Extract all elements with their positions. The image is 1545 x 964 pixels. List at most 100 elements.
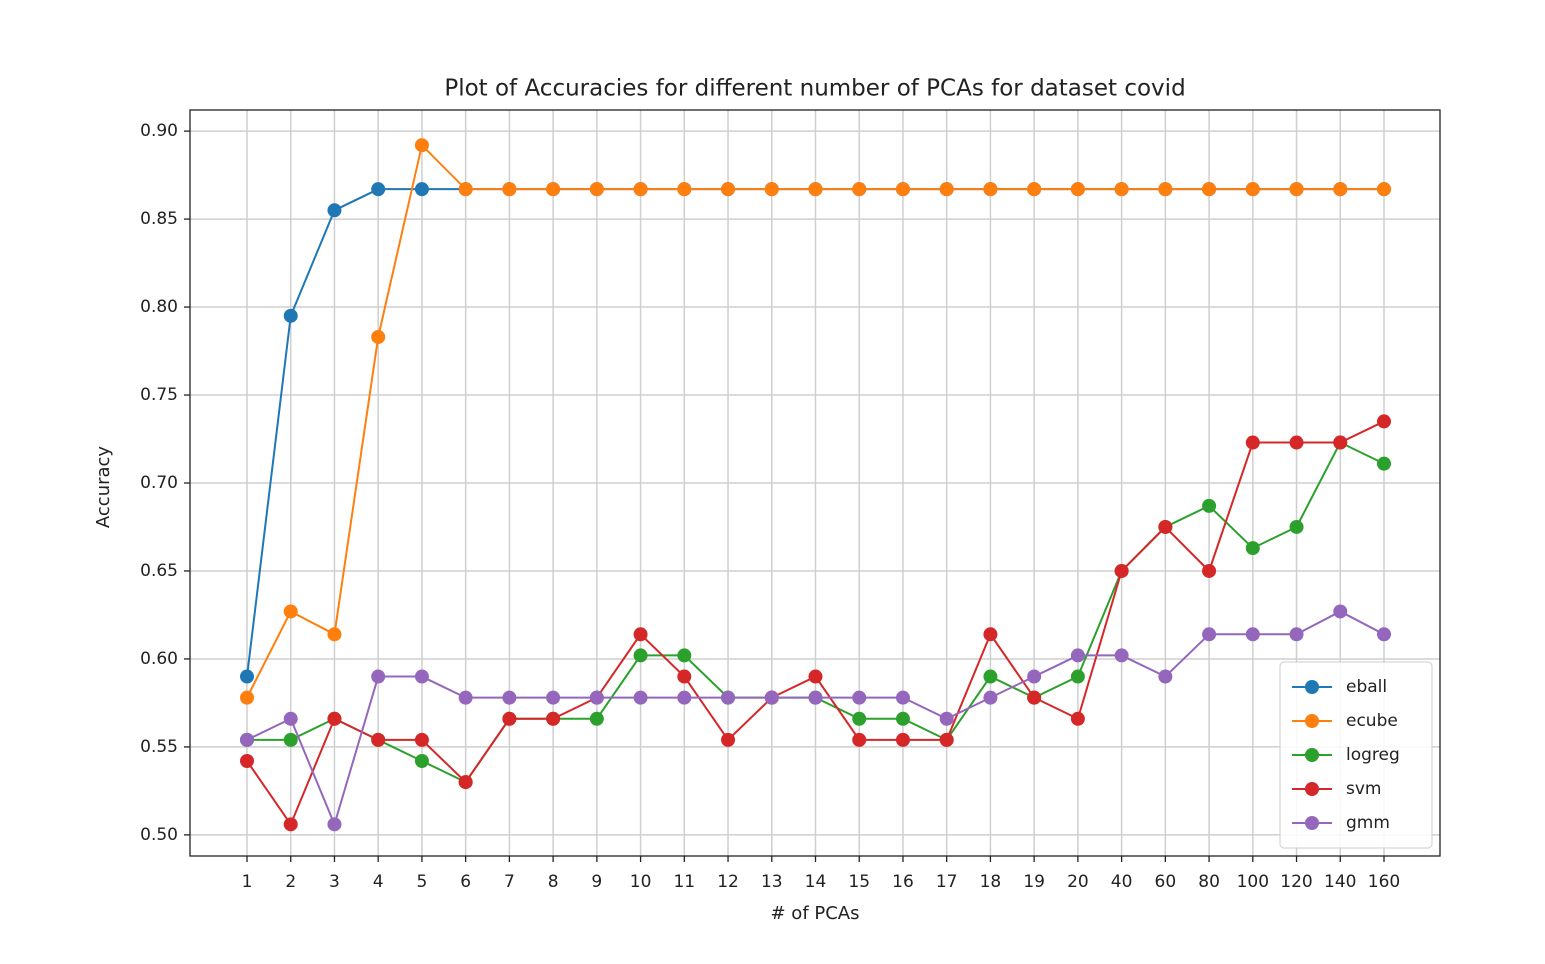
point (721, 690, 736, 705)
point (414, 732, 429, 747)
point (371, 732, 386, 747)
point (633, 690, 648, 705)
point (852, 690, 867, 705)
x-tick-label: 2 (285, 872, 296, 892)
y-tick-label: 0.65 (140, 561, 178, 581)
point (983, 690, 998, 705)
point (939, 732, 954, 747)
point (1070, 648, 1085, 663)
x-tick-label: 13 (761, 872, 783, 892)
y-axis-label: Accuracy (93, 446, 114, 529)
y-tick-label: 0.75 (140, 385, 178, 405)
point (1377, 456, 1391, 471)
point (1333, 604, 1348, 619)
legend-marker (1305, 816, 1319, 830)
point (1289, 627, 1304, 642)
point (983, 182, 998, 197)
point (371, 669, 386, 684)
point (721, 182, 736, 197)
point (546, 182, 561, 197)
x-tick-label: 12 (717, 872, 739, 892)
point (1027, 669, 1042, 684)
x-tick-label: 1 (242, 872, 253, 892)
point (327, 711, 342, 726)
point (589, 711, 604, 726)
x-tick-label: 14 (805, 872, 827, 892)
point (283, 604, 298, 619)
point (808, 690, 823, 705)
point (1070, 182, 1085, 197)
point (1114, 182, 1129, 197)
point (240, 753, 254, 768)
x-tick-label: 3 (329, 872, 340, 892)
point (240, 732, 254, 747)
point (1333, 435, 1348, 450)
legend-label: logreg (1346, 745, 1400, 765)
point (1245, 627, 1260, 642)
y-tick-label: 0.70 (140, 473, 178, 493)
point (1289, 519, 1304, 534)
point (283, 711, 298, 726)
point (677, 690, 692, 705)
y-tick-label: 0.90 (140, 121, 178, 141)
x-tick-label: 9 (591, 872, 602, 892)
point (895, 690, 910, 705)
point (502, 182, 517, 197)
point (589, 182, 604, 197)
point (983, 669, 998, 684)
point (458, 775, 473, 790)
x-tick-label: 4 (373, 872, 384, 892)
point (414, 753, 429, 768)
point (633, 182, 648, 197)
point (371, 329, 386, 344)
point (1202, 627, 1217, 642)
point (1070, 711, 1085, 726)
point (414, 138, 429, 153)
point (240, 669, 254, 684)
point (983, 627, 998, 642)
point (764, 182, 779, 197)
point (1377, 182, 1391, 197)
point (1377, 627, 1391, 642)
point (1158, 519, 1173, 534)
point (1289, 435, 1304, 450)
x-tick-label: 160 (1368, 872, 1400, 892)
chart-title: Plot of Accuracies for different number … (444, 76, 1185, 102)
point (1202, 498, 1217, 513)
x-tick-label: 11 (673, 872, 695, 892)
point (633, 648, 648, 663)
y-tick-label: 0.85 (140, 209, 178, 229)
point (1289, 182, 1304, 197)
x-tick-label: 16 (892, 872, 914, 892)
point (852, 182, 867, 197)
legend-marker (1305, 782, 1319, 796)
point (1333, 182, 1348, 197)
point (1245, 435, 1260, 450)
x-tick-label: 15 (848, 872, 870, 892)
point (895, 711, 910, 726)
x-tick-label: 17 (936, 872, 958, 892)
point (1070, 669, 1085, 684)
point (764, 690, 779, 705)
point (1027, 182, 1042, 197)
point (677, 669, 692, 684)
point (283, 817, 298, 832)
x-tick-label: 120 (1280, 872, 1312, 892)
x-tick-label: 40 (1111, 872, 1133, 892)
point (327, 817, 342, 832)
point (939, 182, 954, 197)
point (414, 669, 429, 684)
x-tick-label: 100 (1237, 872, 1269, 892)
point (502, 690, 517, 705)
point (502, 711, 517, 726)
x-tick-label: 20 (1067, 872, 1089, 892)
legend-label: svm (1346, 779, 1381, 799)
x-tick-label: 7 (504, 872, 515, 892)
point (283, 732, 298, 747)
x-tick-label: 5 (417, 872, 428, 892)
legend-label: ecube (1346, 711, 1398, 731)
point (852, 711, 867, 726)
x-tick-label: 8 (548, 872, 559, 892)
point (808, 669, 823, 684)
point (1158, 182, 1173, 197)
